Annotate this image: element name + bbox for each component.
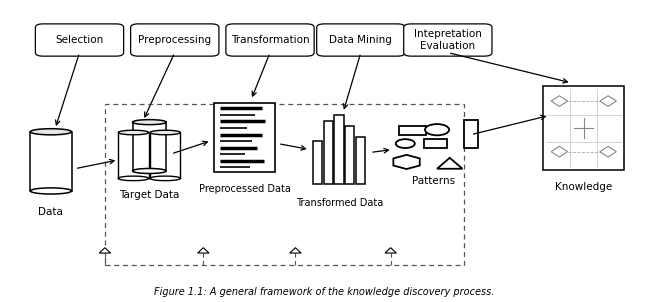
Bar (118, 133, 149, 178)
Bar (105, 104, 464, 265)
FancyBboxPatch shape (131, 24, 219, 56)
Text: Data Mining: Data Mining (329, 35, 392, 45)
Ellipse shape (30, 129, 71, 135)
Bar (323, 121, 333, 184)
Polygon shape (600, 96, 616, 106)
Ellipse shape (133, 120, 166, 125)
Text: Data: Data (38, 207, 64, 217)
Ellipse shape (30, 188, 71, 194)
Polygon shape (198, 248, 209, 253)
Bar (150, 133, 181, 178)
Ellipse shape (150, 130, 181, 135)
Ellipse shape (118, 176, 149, 181)
Text: Patterns: Patterns (412, 175, 456, 186)
Text: Figure 1.1: A general framework of the knowledge discovery process.: Figure 1.1: A general framework of the k… (154, 287, 494, 297)
Polygon shape (551, 146, 568, 157)
Text: Target Data: Target Data (119, 190, 179, 200)
Bar (356, 137, 365, 184)
FancyBboxPatch shape (226, 24, 314, 56)
Bar (399, 126, 426, 135)
Bar (465, 120, 478, 148)
Text: Preprocessed Data: Preprocessed Data (199, 184, 290, 194)
Text: Transformation: Transformation (231, 35, 309, 45)
Text: Knowledge: Knowledge (555, 182, 612, 191)
Polygon shape (551, 96, 568, 106)
Bar (214, 103, 275, 172)
Ellipse shape (396, 139, 415, 148)
Ellipse shape (425, 124, 449, 135)
Text: Intepretation
Evaluation: Intepretation Evaluation (414, 29, 481, 51)
Polygon shape (600, 146, 616, 157)
Ellipse shape (150, 176, 181, 181)
Text: Selection: Selection (55, 35, 104, 45)
Bar (334, 115, 343, 184)
Polygon shape (385, 248, 397, 253)
FancyBboxPatch shape (404, 24, 492, 56)
Bar (345, 126, 354, 184)
Text: Preprocessing: Preprocessing (138, 35, 211, 45)
Polygon shape (99, 248, 111, 253)
Bar (424, 139, 447, 148)
FancyBboxPatch shape (317, 24, 405, 56)
Polygon shape (437, 158, 463, 169)
Text: Transformed Data: Transformed Data (296, 198, 384, 208)
Bar (543, 86, 625, 170)
Bar (313, 141, 322, 184)
Ellipse shape (133, 169, 166, 173)
Ellipse shape (118, 130, 149, 135)
Bar (30, 132, 71, 191)
Polygon shape (393, 155, 420, 169)
FancyBboxPatch shape (36, 24, 124, 56)
Polygon shape (290, 248, 301, 253)
Bar (133, 122, 166, 171)
